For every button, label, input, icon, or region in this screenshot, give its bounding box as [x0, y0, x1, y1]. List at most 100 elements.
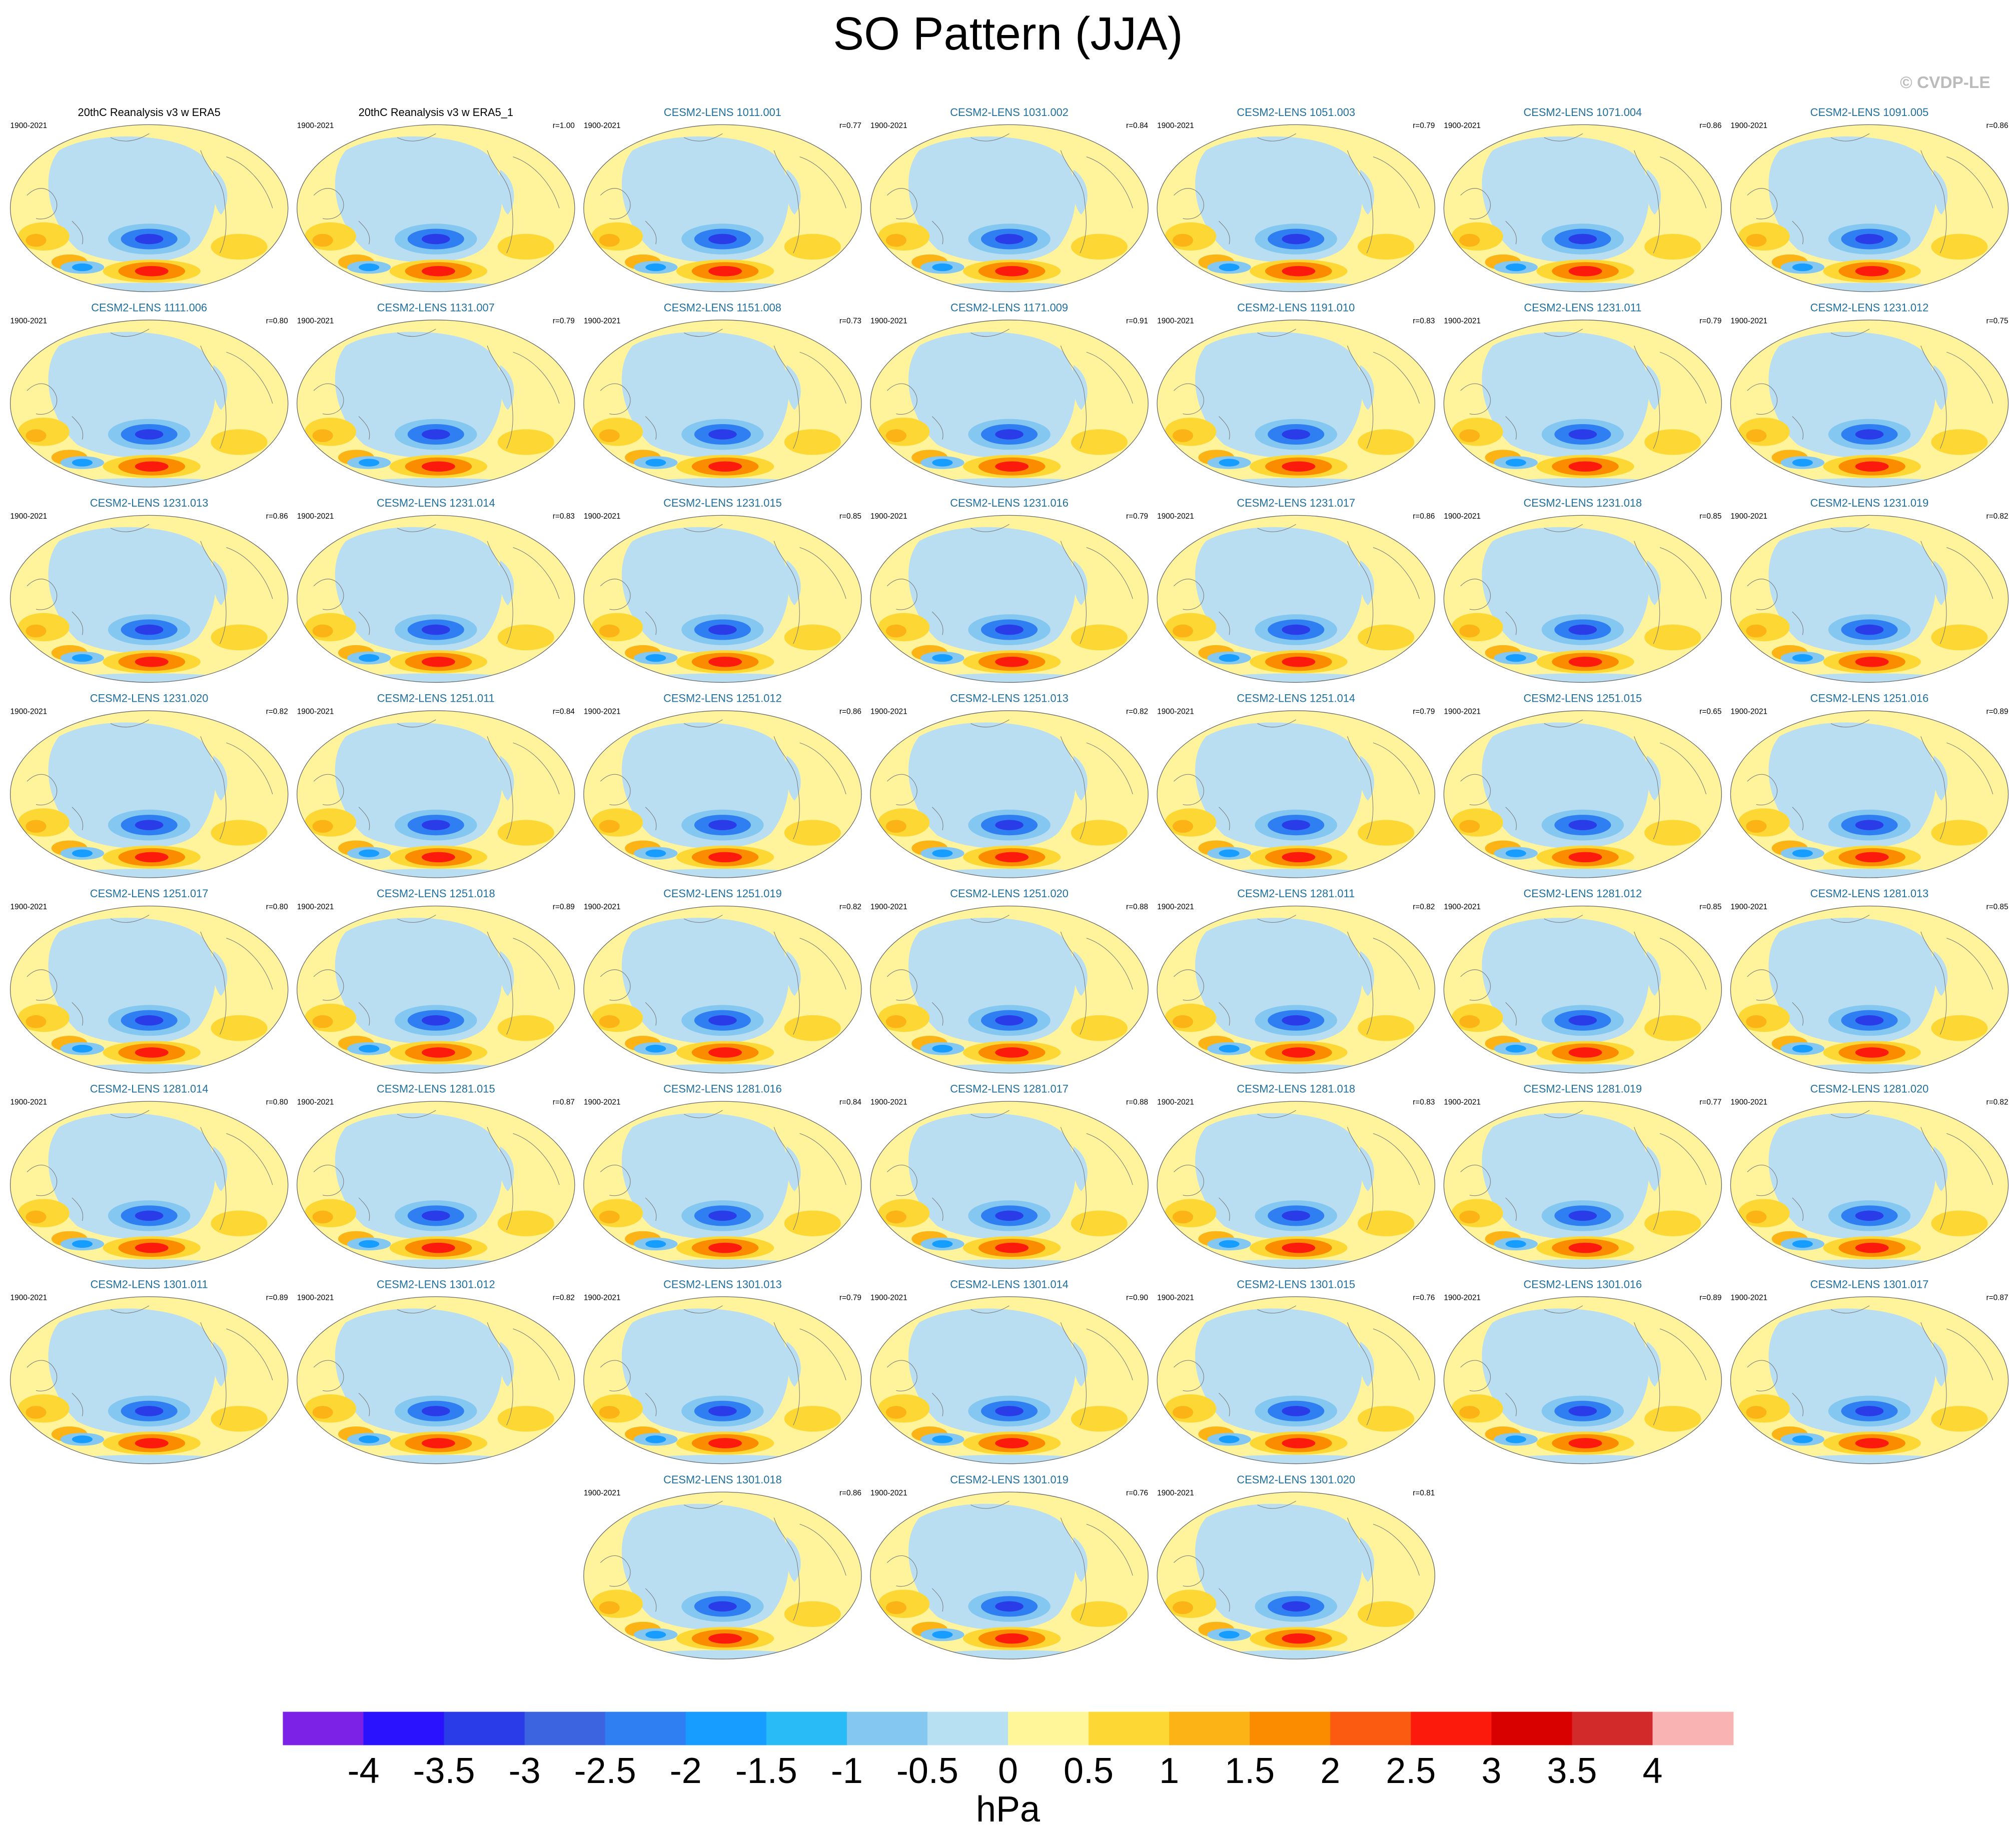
panel: 1900-2021 CESM2-LENS 1251.012 r=0.86	[584, 692, 861, 882]
panel-r: r=0.83	[1413, 317, 1435, 325]
panel-r: r=0.88	[1126, 903, 1148, 911]
panel-title: CESM2-LENS 1171.009	[950, 301, 1068, 314]
colorbar-box	[1250, 1711, 1331, 1745]
panel-period: 1900-2021	[870, 1489, 907, 1497]
panel-title: CESM2-LENS 1231.011	[1524, 301, 1641, 314]
panel: 1900-2021 CESM2-LENS 1251.013 r=0.82	[870, 692, 1148, 882]
map	[870, 320, 1148, 491]
map	[1157, 1492, 1435, 1663]
panel: 1900-2021 CESM2-LENS 1251.016 r=0.89	[1730, 692, 2008, 882]
panel-period: 1900-2021	[870, 122, 907, 130]
map	[584, 1297, 861, 1468]
panel-r: r=0.79	[1413, 122, 1435, 130]
panel-r: r=0.83	[553, 512, 575, 521]
panel-title: CESM2-LENS 1031.002	[950, 106, 1069, 119]
panel: 1900-2021 20thC Reanalysis v3 w ERA5	[11, 106, 288, 296]
colorbar-box	[1330, 1711, 1412, 1745]
panel: 1900-2021 CESM2-LENS 1281.017 r=0.88	[870, 1083, 1148, 1272]
colorbar-box	[1652, 1711, 1734, 1745]
panel-period: 1900-2021	[870, 1293, 907, 1302]
panel-r: r=0.87	[553, 1098, 575, 1107]
panel-period: 1900-2021	[1157, 708, 1194, 716]
colorbar-tick-label: 3	[1481, 1751, 1501, 1791]
panel: 1900-2021 CESM2-LENS 1231.019 r=0.82	[1730, 497, 2008, 686]
panel: 1900-2021 CESM2-LENS 1281.015 r=0.87	[297, 1083, 575, 1272]
panel: 1900-2021 CESM2-LENS 1281.012 r=0.85	[1444, 887, 1721, 1077]
map	[1730, 1101, 2008, 1272]
colorbar-box	[766, 1711, 847, 1745]
panel: 1900-2021 CESM2-LENS 1151.008 r=0.73	[584, 301, 861, 491]
panel: 1900-2021 CESM2-LENS 1251.011 r=0.84	[297, 692, 575, 882]
map	[870, 711, 1148, 882]
panel-period: 1900-2021	[870, 317, 907, 325]
colorbar-tick-label: -4	[348, 1751, 380, 1791]
panel-r: r=0.89	[1699, 1293, 1721, 1302]
panel-title: CESM2-LENS 1091.005	[1810, 106, 1929, 119]
panel-r: r=0.79	[553, 317, 575, 325]
panel-period: 1900-2021	[297, 1293, 334, 1302]
panel-r: r=0.86	[1986, 122, 2008, 130]
panel-title: CESM2-LENS 1231.014	[377, 497, 495, 509]
panel-period: 1900-2021	[1157, 1098, 1194, 1107]
panel: 1900-2021 CESM2-LENS 1281.018 r=0.83	[1157, 1083, 1435, 1272]
panel-title: CESM2-LENS 1301.020	[1237, 1473, 1355, 1486]
panel-period: 1900-2021	[1444, 1293, 1481, 1302]
panel: 1900-2021 CESM2-LENS 1231.020 r=0.82	[11, 692, 288, 882]
panel-r: r=0.76	[1126, 1489, 1148, 1497]
panel-title: CESM2-LENS 1111.006	[91, 301, 207, 314]
map	[870, 1492, 1148, 1663]
panel-title: CESM2-LENS 1301.019	[950, 1473, 1069, 1486]
panel-period: 1900-2021	[1444, 317, 1481, 325]
map	[297, 515, 575, 686]
panel-period: 1900-2021	[1444, 1098, 1481, 1107]
panel: 1900-2021 CESM2-LENS 1231.015 r=0.85	[584, 497, 861, 686]
panel-period: 1900-2021	[297, 1098, 334, 1107]
map	[297, 125, 575, 296]
panel: 1900-2021 CESM2-LENS 1301.018 r=0.86	[584, 1473, 861, 1663]
map	[1444, 515, 1721, 686]
panel-title: CESM2-LENS 1251.013	[950, 692, 1069, 705]
map	[1157, 1101, 1435, 1272]
colorbar-box	[685, 1711, 767, 1745]
panel-title: CESM2-LENS 1301.012	[377, 1278, 495, 1290]
panel-period: 1900-2021	[11, 1293, 48, 1302]
panel: 1900-2021 CESM2-LENS 1281.019 r=0.77	[1444, 1083, 1721, 1272]
colorbar-box	[1411, 1711, 1492, 1745]
panel-period: 1900-2021	[297, 903, 334, 911]
panel-title: CESM2-LENS 1251.011	[377, 692, 495, 705]
map	[1157, 711, 1435, 882]
map	[297, 320, 575, 491]
panel: 1900-2021 CESM2-LENS 1301.013 r=0.79	[584, 1278, 861, 1467]
map	[297, 1101, 575, 1272]
panel-r: r=0.75	[1986, 317, 2008, 325]
colorbar-box	[363, 1711, 445, 1745]
panel-period: 1900-2021	[1444, 512, 1481, 521]
panel-title: CESM2-LENS 1301.015	[1237, 1278, 1355, 1290]
panel: 1900-2021 CESM2-LENS 1281.020 r=0.82	[1730, 1083, 2008, 1272]
panel-title: CESM2-LENS 1151.008	[664, 301, 781, 314]
map	[584, 1101, 861, 1272]
panel-title: CESM2-LENS 1231.016	[950, 497, 1069, 509]
panel-period: 1900-2021	[584, 317, 621, 325]
panel: 1900-2021 CESM2-LENS 1301.015 r=0.76	[1157, 1278, 1435, 1467]
map	[11, 125, 288, 296]
map	[870, 125, 1148, 296]
panel-r: r=0.82	[1126, 708, 1148, 716]
map	[870, 515, 1148, 686]
colorbar-tick-label: -3	[509, 1751, 541, 1791]
panel-r: r=0.80	[266, 317, 288, 325]
map	[11, 1297, 288, 1468]
panel-period: 1900-2021	[1730, 903, 1767, 911]
panel-title: CESM2-LENS 1251.017	[90, 887, 209, 900]
panel-title: CESM2-LENS 1191.010	[1237, 301, 1355, 314]
colorbar-tick-label: -1.5	[735, 1751, 797, 1791]
panel-r: r=1.00	[553, 122, 575, 130]
colorbar-box	[444, 1711, 525, 1745]
map	[11, 1101, 288, 1272]
panel-period: 1900-2021	[584, 122, 621, 130]
panel: 1900-2021 CESM2-LENS 1251.019 r=0.82	[584, 887, 861, 1077]
colorbar-box	[1089, 1711, 1170, 1745]
panel: 1900-2021 20thC Reanalysis v3 w ERA5_1 r=1…	[297, 106, 575, 296]
panel-period: 1900-2021	[1730, 1293, 1767, 1302]
